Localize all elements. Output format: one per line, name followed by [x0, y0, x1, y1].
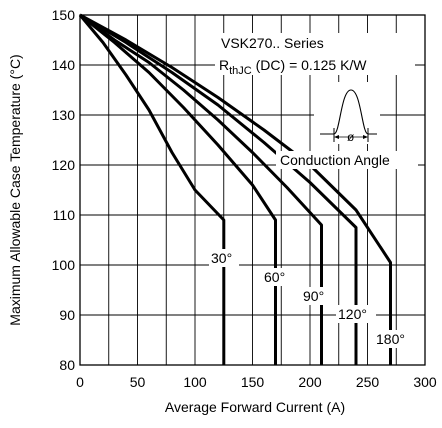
waveform-arrow-left — [334, 135, 339, 139]
y-axis-label: Maximum Allowable Case Temperature (°C) — [7, 54, 23, 325]
label-box-120 — [336, 305, 376, 323]
y-tick-label: 130 — [52, 107, 76, 123]
x-tick-label: 100 — [183, 374, 207, 390]
rth-annotation: RthJC (DC) = 0.125 K/W — [219, 57, 367, 77]
plot-frame — [79, 14, 426, 366]
label-box-180 — [374, 330, 416, 348]
series-line-30 — [78, 14, 226, 365]
rth-sub: thJC — [229, 65, 252, 77]
x-tick-label: 300 — [413, 374, 437, 390]
y-tick-label: 110 — [53, 207, 76, 223]
x-tick-label: 250 — [356, 374, 380, 390]
series-line-90 — [79, 13, 323, 365]
series-label-120: 120° — [338, 306, 367, 322]
label-box-30 — [209, 249, 239, 267]
y-tick-label: 90 — [59, 307, 75, 323]
series-label-60: 60° — [264, 269, 285, 285]
rth-rest: (DC) = 0.125 K/W — [252, 57, 368, 73]
series-label-30: 30° — [211, 250, 232, 266]
conduction-angle-box — [276, 151, 418, 169]
y-tick-label: 120 — [52, 157, 76, 173]
y-tick-label: 80 — [59, 357, 75, 373]
phi-symbol: ø — [347, 130, 355, 144]
x-axis-label: Average Forward Current (A) — [165, 399, 345, 415]
series-line-180 — [79, 13, 392, 365]
waveform-arrow-right — [363, 135, 368, 139]
label-box-90 — [300, 287, 332, 305]
x-tick-label: 200 — [298, 374, 322, 390]
y-tick-label: 100 — [52, 257, 76, 273]
x-tick-label: 0 — [76, 374, 84, 390]
series-line-60 — [79, 13, 277, 365]
series-label-90: 90° — [303, 288, 324, 304]
conduction-angle-label: Conduction Angle — [280, 152, 390, 168]
y-tick-label: 150 — [52, 7, 76, 23]
rth-main: R — [219, 57, 229, 73]
series-name-annotation: VSK270.. Series — [221, 35, 324, 51]
x-tick-label: 150 — [241, 374, 265, 390]
series-group — [78, 13, 392, 365]
annotation-box — [215, 33, 415, 75]
waveform-curve — [320, 89, 377, 135]
x-tick-label: 50 — [130, 374, 146, 390]
series-label-180: 180° — [376, 331, 405, 347]
series-line-120 — [79, 13, 358, 365]
y-tick-label: 140 — [52, 57, 76, 73]
tick-labels: 0 50 100 150 200 250 300 80 90 100 110 120 130 140 150 — [52, 7, 437, 390]
label-box-60 — [262, 268, 292, 286]
